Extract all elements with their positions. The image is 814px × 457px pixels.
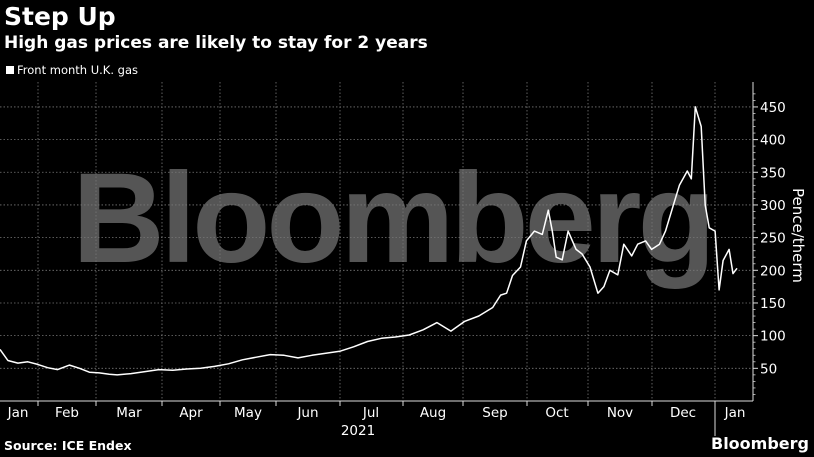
svg-text:400: 400 xyxy=(760,133,786,149)
svg-text:Sep: Sep xyxy=(482,405,507,421)
chart-title: Step Up xyxy=(4,2,116,31)
price-line xyxy=(0,106,738,376)
y-axis-label: Pence/therm xyxy=(789,188,807,283)
svg-text:Jan: Jan xyxy=(724,405,746,421)
svg-text:200: 200 xyxy=(760,263,786,279)
watermark: Bloomberg xyxy=(72,147,712,290)
legend-swatch xyxy=(6,66,14,74)
svg-text:50: 50 xyxy=(760,361,777,377)
x-axis: Jan Feb Mar Apr May Jun Jul Aug Sep Oct Nov Dec Jan 2… xyxy=(0,400,753,439)
svg-text:Mar: Mar xyxy=(116,405,142,421)
svg-text:Aug: Aug xyxy=(420,405,446,421)
svg-text:100: 100 xyxy=(760,329,786,345)
gridlines xyxy=(0,82,753,401)
svg-text:300: 300 xyxy=(760,198,786,214)
svg-text:Nov: Nov xyxy=(607,405,633,421)
svg-text:Jan: Jan xyxy=(7,405,29,421)
svg-text:2021: 2021 xyxy=(341,423,375,439)
svg-text:Dec: Dec xyxy=(670,405,696,421)
svg-text:150: 150 xyxy=(760,296,786,312)
svg-text:Jun: Jun xyxy=(296,405,318,421)
legend: Front month U.K. gas xyxy=(6,63,138,77)
y-axis: 50 100 150 200 250 300 350 400 450 xyxy=(752,82,786,401)
svg-text:Jul: Jul xyxy=(362,405,379,421)
svg-text:350: 350 xyxy=(760,165,786,181)
brand-text: Bloomberg xyxy=(711,434,809,453)
legend-label: Front month U.K. gas xyxy=(17,63,138,77)
svg-text:May: May xyxy=(234,405,262,421)
svg-text:Oct: Oct xyxy=(545,405,568,421)
source-note: Source: ICE Endex xyxy=(4,438,132,453)
svg-text:250: 250 xyxy=(760,231,786,247)
chart-subtitle: High gas prices are likely to stay for 2… xyxy=(4,33,428,53)
svg-text:Apr: Apr xyxy=(179,405,203,421)
bloomberg-logo: Bloomberg xyxy=(711,434,814,453)
svg-text:Feb: Feb xyxy=(55,405,79,421)
svg-text:450: 450 xyxy=(760,100,786,116)
